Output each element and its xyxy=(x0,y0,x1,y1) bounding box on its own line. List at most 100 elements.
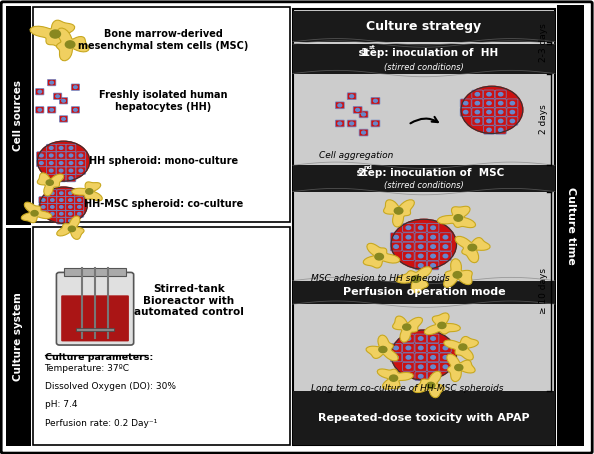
Circle shape xyxy=(418,346,423,350)
FancyBboxPatch shape xyxy=(48,210,57,217)
FancyBboxPatch shape xyxy=(472,90,483,99)
Circle shape xyxy=(50,30,61,38)
FancyBboxPatch shape xyxy=(56,144,66,152)
Circle shape xyxy=(510,110,514,114)
Circle shape xyxy=(391,330,457,380)
Polygon shape xyxy=(444,259,472,287)
FancyBboxPatch shape xyxy=(76,159,86,167)
FancyBboxPatch shape xyxy=(460,99,471,108)
FancyBboxPatch shape xyxy=(427,242,439,251)
Circle shape xyxy=(431,355,435,359)
FancyBboxPatch shape xyxy=(71,107,80,113)
FancyBboxPatch shape xyxy=(336,102,345,109)
Circle shape xyxy=(406,365,410,369)
FancyBboxPatch shape xyxy=(61,295,129,341)
Text: Cell sources: Cell sources xyxy=(14,80,23,151)
Circle shape xyxy=(49,147,53,149)
FancyBboxPatch shape xyxy=(403,334,414,343)
Circle shape xyxy=(49,154,53,157)
FancyBboxPatch shape xyxy=(484,99,495,108)
FancyBboxPatch shape xyxy=(75,210,84,217)
Circle shape xyxy=(42,206,45,208)
Text: Repeated-dose toxicity with APAP: Repeated-dose toxicity with APAP xyxy=(318,413,530,423)
Circle shape xyxy=(463,110,468,114)
Circle shape xyxy=(374,122,377,125)
Circle shape xyxy=(406,355,410,359)
Polygon shape xyxy=(364,243,400,268)
Circle shape xyxy=(418,365,423,369)
FancyBboxPatch shape xyxy=(415,242,426,251)
Circle shape xyxy=(431,346,435,350)
FancyBboxPatch shape xyxy=(484,117,495,125)
FancyBboxPatch shape xyxy=(390,344,402,352)
Text: nd: nd xyxy=(364,165,372,170)
FancyBboxPatch shape xyxy=(472,108,483,116)
Circle shape xyxy=(69,212,72,215)
FancyBboxPatch shape xyxy=(415,372,426,380)
Circle shape xyxy=(475,102,479,105)
Circle shape xyxy=(418,264,423,267)
Circle shape xyxy=(510,102,514,105)
Polygon shape xyxy=(455,237,490,263)
Text: (stirred conditions): (stirred conditions) xyxy=(384,63,464,72)
FancyBboxPatch shape xyxy=(75,197,84,203)
FancyBboxPatch shape xyxy=(427,372,439,380)
Circle shape xyxy=(69,219,72,222)
Circle shape xyxy=(59,206,63,208)
FancyBboxPatch shape xyxy=(56,167,66,174)
FancyBboxPatch shape xyxy=(36,159,46,167)
FancyBboxPatch shape xyxy=(427,362,439,371)
Bar xyxy=(293,11,555,42)
Circle shape xyxy=(454,215,463,221)
Circle shape xyxy=(50,81,53,84)
Circle shape xyxy=(443,245,448,248)
Circle shape xyxy=(69,199,72,201)
Circle shape xyxy=(394,355,399,359)
Circle shape xyxy=(431,264,435,267)
FancyBboxPatch shape xyxy=(75,203,84,210)
FancyBboxPatch shape xyxy=(66,152,76,159)
FancyBboxPatch shape xyxy=(371,97,380,104)
FancyBboxPatch shape xyxy=(66,197,75,203)
Circle shape xyxy=(459,344,467,350)
FancyBboxPatch shape xyxy=(440,242,451,251)
Circle shape xyxy=(338,122,342,125)
FancyBboxPatch shape xyxy=(415,334,426,343)
FancyBboxPatch shape xyxy=(403,353,414,362)
Circle shape xyxy=(443,355,448,359)
Text: 2: 2 xyxy=(356,168,364,178)
Circle shape xyxy=(412,276,420,282)
Circle shape xyxy=(418,355,423,359)
FancyBboxPatch shape xyxy=(66,144,76,152)
Circle shape xyxy=(406,236,410,239)
FancyBboxPatch shape xyxy=(347,120,356,127)
Text: MSC adhesion to HH spheroids: MSC adhesion to HH spheroids xyxy=(311,274,450,283)
Circle shape xyxy=(498,93,503,96)
Polygon shape xyxy=(30,20,75,50)
Circle shape xyxy=(69,177,73,179)
FancyBboxPatch shape xyxy=(57,197,66,203)
FancyBboxPatch shape xyxy=(66,159,76,167)
Text: Dissolved Oxygen (DO): 30%: Dissolved Oxygen (DO): 30% xyxy=(45,382,176,391)
Polygon shape xyxy=(424,313,460,335)
Circle shape xyxy=(418,226,423,229)
FancyBboxPatch shape xyxy=(460,108,471,116)
Text: Long term co-culture of HH-MSC spheroids: Long term co-culture of HH-MSC spheroids xyxy=(311,384,504,393)
Circle shape xyxy=(69,162,73,164)
FancyBboxPatch shape xyxy=(415,362,426,371)
Text: Perfusion rate: 0.2 Day⁻¹: Perfusion rate: 0.2 Day⁻¹ xyxy=(45,419,157,428)
FancyBboxPatch shape xyxy=(293,9,555,445)
Circle shape xyxy=(431,245,435,248)
Circle shape xyxy=(487,119,491,123)
Polygon shape xyxy=(366,335,398,361)
Circle shape xyxy=(403,324,411,330)
FancyBboxPatch shape xyxy=(33,227,290,445)
Circle shape xyxy=(59,169,63,172)
FancyBboxPatch shape xyxy=(46,167,56,174)
Bar xyxy=(293,165,555,192)
Circle shape xyxy=(418,236,423,239)
Circle shape xyxy=(74,109,77,111)
FancyBboxPatch shape xyxy=(440,353,451,362)
Circle shape xyxy=(59,192,63,194)
Circle shape xyxy=(59,162,63,164)
